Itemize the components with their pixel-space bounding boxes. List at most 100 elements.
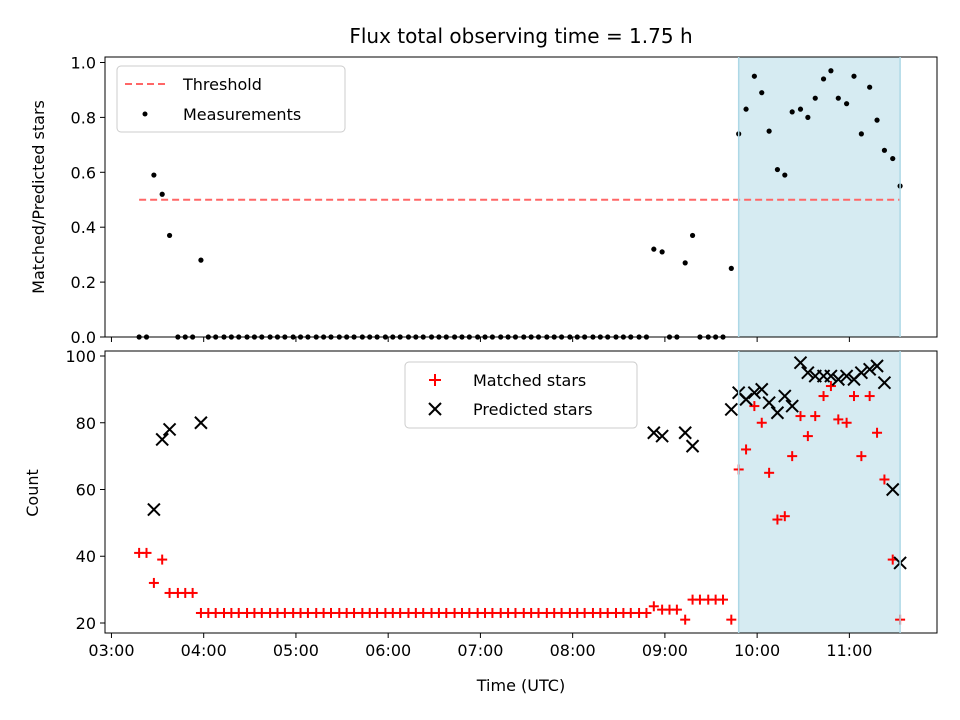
matched-stars-point	[764, 467, 775, 478]
measurement-point	[689, 232, 696, 239]
y-tick-label: 80	[76, 414, 96, 433]
measurement-point	[805, 114, 811, 120]
star-count-marks	[134, 355, 907, 625]
legend-threshold-label: Threshold	[182, 75, 262, 94]
y-tick-label: 20	[76, 614, 96, 633]
flux-ratio-x-ticks	[110, 337, 850, 342]
matched-stars-point	[833, 414, 844, 425]
measurement-point	[867, 84, 873, 90]
star-count-panel: 20 40 60 80 100 03:00 04:00 05:00 06:00 07:00 08:…	[23, 347, 938, 695]
measurement-point	[651, 246, 657, 252]
matched-stars-point	[879, 474, 890, 485]
flux-ratio-y-ticks: 0.0 0.2 0.4 0.6 0.8 1.0	[71, 53, 105, 347]
x-tick-label: 06:00	[365, 641, 411, 660]
matched-stars-point	[141, 547, 152, 558]
measurement-point	[728, 265, 734, 271]
y-tick-label: 0.2	[71, 273, 96, 292]
predicted-stars-point	[854, 365, 869, 380]
matched-stars-point	[872, 427, 883, 438]
predicted-stars-point	[831, 372, 846, 387]
measurement-point	[751, 73, 757, 79]
measurement-point	[890, 155, 896, 162]
predicted-stars-point	[886, 482, 900, 497]
predicted-stars-point	[877, 375, 892, 390]
measurement-point	[851, 73, 857, 79]
matched-stars-point	[157, 554, 168, 565]
measurement-point	[766, 128, 772, 134]
matched-stars-point	[779, 511, 790, 522]
observing-window-shade	[738, 351, 901, 633]
predicted-stars-point	[801, 365, 815, 380]
measurement-point	[774, 166, 781, 173]
measurement-point	[789, 109, 795, 115]
predicted-stars-point	[155, 432, 169, 447]
predicted-stars-point	[724, 402, 739, 417]
star-count-x-ticks: 03:00 04:00 05:00 06:00 07:00 08:00 09:00 10:00…	[88, 633, 872, 660]
matched-stars-point	[787, 451, 798, 462]
measurement-point	[881, 147, 888, 153]
measurement-point	[844, 101, 850, 107]
predicted-stars-point	[793, 355, 808, 370]
legend-measurements-swatch	[142, 111, 148, 117]
matched-stars-point	[148, 577, 159, 588]
matched-stars-point	[671, 604, 682, 615]
matched-stars-point	[795, 411, 806, 422]
measurement-point	[797, 106, 804, 112]
legend-box	[404, 361, 638, 429]
predicted-stars-point	[147, 502, 161, 517]
measurement-point	[874, 117, 880, 123]
matched-stars-point	[818, 391, 829, 402]
flux-ratio-frame	[104, 56, 938, 338]
y-tick-label: 60	[76, 480, 96, 499]
x-tick-label: 10:00	[734, 641, 780, 660]
predicted-stars-point	[778, 389, 792, 403]
y-tick-label: 0.8	[71, 108, 96, 127]
matched-stars-point	[641, 607, 652, 618]
predicted-stars-point	[162, 422, 177, 437]
predicted-stars-point	[839, 369, 854, 383]
flux-ratio-legend: Threshold Measurements	[116, 65, 346, 133]
y-tick-label: 0.0	[71, 328, 96, 347]
chart-title: Flux total observing time = 1.75 h	[349, 24, 692, 48]
legend-matched-swatch	[429, 374, 441, 386]
measurement-point	[682, 260, 688, 266]
measurement-point	[828, 68, 834, 74]
matched-stars-point	[856, 451, 867, 462]
flux-ratio-marks	[136, 68, 903, 340]
predicted-stars-point	[647, 426, 661, 440]
measurement-point	[812, 95, 818, 101]
predicted-stars-point	[870, 359, 884, 373]
predicted-stars-point	[194, 416, 208, 430]
matched-stars-point	[864, 391, 875, 402]
predicted-stars-point	[755, 382, 769, 397]
x-tick-label: 07:00	[457, 641, 503, 660]
matched-stars-point	[718, 594, 729, 605]
matched-stars-point	[187, 587, 198, 598]
predicted-stars-point	[678, 426, 692, 440]
flux-ratio-y-label: Matched/Predicted stars	[29, 100, 48, 294]
measurement-point	[151, 172, 157, 178]
flux-ratio-panel: 0.0 0.2 0.4 0.6 0.8 1.0 Matched/Predicted sta…	[29, 53, 938, 347]
measurement-point	[159, 191, 165, 197]
matched-stars-point	[825, 381, 836, 392]
matched-stars-point	[841, 417, 852, 428]
x-tick-label: 03:00	[88, 641, 134, 660]
matched-stars-point	[810, 411, 821, 422]
measurement-point	[743, 106, 749, 112]
star-count-y-label: Count	[23, 469, 42, 517]
y-tick-label: 1.0	[71, 53, 96, 72]
x-tick-label: 09:00	[642, 641, 688, 660]
predicted-stars-point	[824, 369, 838, 383]
matched-stars-point	[680, 614, 691, 625]
star-count-legend: Matched stars Predicted stars	[404, 361, 638, 429]
y-tick-label: 40	[76, 547, 96, 566]
measurement-point	[782, 172, 788, 178]
measurement-point	[166, 232, 173, 239]
measurement-point	[835, 95, 841, 101]
legend-predicted-label: Predicted stars	[473, 400, 593, 419]
measurement-point	[198, 257, 204, 263]
y-tick-label: 0.6	[71, 163, 96, 182]
star-count-y-ticks: 20 40 60 80 100	[65, 347, 105, 633]
predicted-stars-point	[747, 386, 762, 400]
